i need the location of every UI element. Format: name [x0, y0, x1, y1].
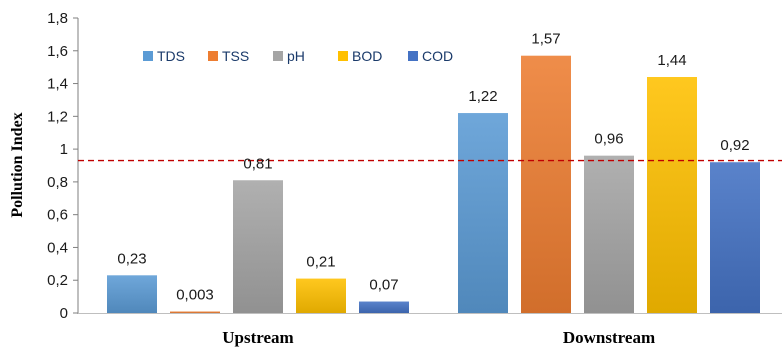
- legend-swatch: [273, 51, 283, 61]
- bar-tds-upstream: [107, 275, 157, 313]
- data-label: 0,92: [720, 137, 749, 154]
- bar-bod-downstream: [647, 77, 697, 313]
- legend-label: COD: [422, 48, 453, 64]
- legend-swatch: [338, 51, 348, 61]
- data-label: 0,003: [176, 287, 214, 304]
- data-label: 0,21: [306, 254, 335, 271]
- y-tick-label: 1,6: [47, 43, 68, 60]
- data-label: 0,81: [243, 155, 272, 172]
- data-label: 0,23: [117, 250, 146, 267]
- bar-tss-upstream: [170, 311, 220, 313]
- legend-swatch: [143, 51, 153, 61]
- y-tick-label: 1,8: [47, 10, 68, 27]
- y-tick-label: 1,2: [47, 108, 68, 125]
- y-tick-label: 1,4: [47, 76, 68, 93]
- bar-cod-downstream: [710, 162, 760, 313]
- legend-label: TSS: [222, 48, 249, 64]
- bar-tds-downstream: [458, 113, 508, 313]
- legend-label: BOD: [352, 48, 382, 64]
- bar-bod-upstream: [296, 278, 346, 313]
- y-tick-label: 0,2: [47, 272, 68, 289]
- bar-tss-downstream: [521, 55, 571, 313]
- data-label: 1,44: [657, 52, 686, 69]
- y-tick-label: 0,6: [47, 207, 68, 224]
- y-axis-title: Pollution Index: [9, 112, 26, 217]
- bar-cod-upstream: [359, 301, 409, 313]
- bar-ph-downstream: [584, 155, 634, 313]
- data-label: 0,96: [594, 131, 623, 148]
- legend-swatch: [408, 51, 418, 61]
- y-tick-label: 1: [60, 141, 68, 158]
- legend-swatch: [208, 51, 218, 61]
- data-label: 1,57: [531, 31, 560, 48]
- y-tick-label: 0,4: [47, 239, 68, 256]
- data-label: 0,07: [369, 277, 398, 294]
- data-label: 1,22: [468, 88, 497, 105]
- y-tick-label: 0: [60, 305, 68, 322]
- axis-layer: 00,20,40,60,811,21,41,61,8: [47, 10, 782, 322]
- bars-layer: [107, 55, 760, 313]
- legend-label: TDS: [157, 48, 185, 64]
- x-category-label: Upstream: [222, 328, 293, 347]
- bar-ph-upstream: [233, 180, 283, 313]
- labels-layer: 0,23 0,003 0,81 0,21 0,07 Upstream 1,22 1,57 0,9…: [117, 31, 749, 347]
- legend: TDS TSS pH BOD COD: [143, 48, 453, 64]
- x-category-label: Downstream: [563, 328, 655, 347]
- legend-label: pH: [287, 48, 305, 64]
- y-tick-label: 0,8: [47, 174, 68, 191]
